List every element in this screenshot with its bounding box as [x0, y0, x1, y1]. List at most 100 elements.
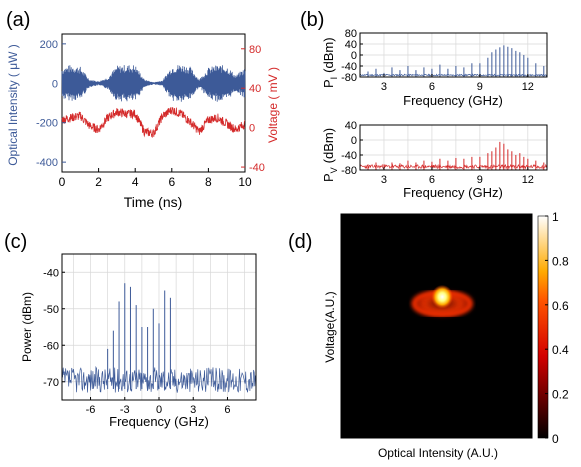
- panel-a-plot: [61, 65, 246, 138]
- panel-d: (d) 1 0.8 0.6 0.4 0.2 0 Optical Intensity (A.…: [288, 210, 569, 460]
- colorbar-ticks: 1 0.8 0.6 0.4 0.2 0: [545, 210, 569, 446]
- panel-d-x-label: Optical Intensity (A.U.): [378, 446, 498, 460]
- panel-a-y-label: Optical Intensity ( μW ): [6, 44, 20, 166]
- panel-b-top-plot: [359, 45, 548, 77]
- panel-a-x-ticks: 0 2 4 6 8 10: [59, 168, 252, 189]
- panel-b-bottom-x-tick-label: 6: [429, 174, 435, 186]
- panel-a-x-tick-label: 2: [95, 175, 102, 189]
- panel-a-x-tick-label: 10: [238, 175, 252, 189]
- panel-b-bottom-grid: [360, 124, 547, 171]
- panel-a: (a) 0 2 4 6 8 10 200 0 -200 -400 80 40 0 -40 Time (…: [6, 9, 280, 210]
- panel-c-x-tick-label: 6: [224, 404, 230, 416]
- panel-b-top-x-label: Frequency (GHz): [403, 93, 503, 108]
- panel-b-top-x-tick-label: 6: [429, 81, 435, 93]
- panel-a-x-tick-label: 8: [205, 175, 212, 189]
- panel-b-bottom-y-tick-label: 40: [345, 120, 357, 132]
- panel-b-bottom-y-tick-label: -80: [341, 165, 357, 177]
- panel-b-top-y-label-unit: (dBm): [321, 37, 336, 72]
- panel-b-bottom-y-label: PV (dBm): [321, 128, 339, 182]
- panel-c-x-tick-label: 0: [156, 404, 162, 416]
- colorbar-tick-label: 0: [552, 432, 559, 446]
- panel-c-y-tick-label: -70: [43, 377, 59, 389]
- panel-b-bottom-x-tick-label: 3: [381, 174, 387, 186]
- panel-b-bottom-noise-floor: [359, 163, 548, 170]
- panel-a-x-tick-label: 6: [168, 175, 175, 189]
- voltage-trace: [61, 106, 246, 138]
- panel-a-x-label: Time (ns): [124, 194, 183, 210]
- panel-b-bottom-y-tick-label: 0: [351, 135, 357, 147]
- panel-b-top-y-tick-label: -80: [341, 72, 357, 84]
- panel-b-bottom-y-tick-label: -40: [341, 150, 357, 162]
- panel-b-top-y-label-main: P: [321, 79, 336, 88]
- panel-d-label: (d): [288, 231, 312, 253]
- panel-b-top-y-tick-label: -40: [341, 61, 357, 73]
- panel-b-top-x-tick-label: 12: [522, 81, 534, 93]
- panel-a-frame: [61, 33, 246, 173]
- colorbar-tick-label: 0.8: [552, 254, 569, 268]
- panel-a-x-tick-label: 4: [132, 175, 139, 189]
- panel-b-bottom-y-ticks: 40 0 -40 -80: [341, 120, 363, 177]
- panel-a-y-tick-label: 200: [40, 39, 58, 51]
- panel-c-x-tick-label: -3: [120, 404, 130, 416]
- panel-b-label: (b): [300, 9, 324, 31]
- panel-b-top-y-tick-label: 40: [345, 39, 357, 51]
- panel-b-bottom: 3 6 9 12 40 0 -40 -80 Frequency (GHz) PV (dBm): [321, 120, 548, 200]
- panel-a-x-tick-label: 0: [59, 175, 66, 189]
- panel-c-y-tick-label: -50: [43, 304, 59, 316]
- heatmap-frame: [340, 213, 533, 439]
- panel-a-y-right-tick-label: -40: [249, 162, 265, 174]
- panel-a-label: (a): [6, 9, 30, 31]
- panel-b-bottom-x-ticks: 3 6 9 12: [381, 167, 534, 186]
- heatmap-peak: [431, 284, 454, 309]
- panel-a-y-tick-label: -200: [36, 118, 58, 130]
- svg-text:PV(dBm): PV (dBm): [321, 128, 339, 182]
- colorbar-tick-label: 0.2: [552, 388, 569, 402]
- panel-b-bottom-y-label-main: P: [321, 173, 336, 182]
- panel-b-top-x-tick-label: 9: [477, 81, 483, 93]
- colorbar-tick-label: 1: [552, 210, 559, 224]
- panel-a-y-right-tick-label: 0: [249, 123, 255, 135]
- panel-c-y-tick-label: -40: [43, 267, 59, 279]
- panel-c-label: (c): [4, 231, 27, 253]
- panel-b-top-y-label: PI (dBm): [321, 37, 339, 88]
- panel-b-top-y-label-sub: I: [329, 77, 339, 80]
- colorbar-tick-label: 0.4: [552, 343, 569, 357]
- panel-b-bottom-y-label-sub: V: [329, 167, 339, 173]
- panel-b-top-x-tick-label: 3: [381, 81, 387, 93]
- panel-b-top-y-tick-label: 0: [351, 50, 357, 62]
- panel-a-y-tick-label: -400: [36, 157, 58, 169]
- heatmap-background: [341, 214, 532, 438]
- panel-b-bottom-x-label: Frequency (GHz): [403, 185, 503, 200]
- panel-b-top-noise-floor: [359, 73, 548, 77]
- panel-c-y-ticks: -40 -50 -60 -70: [43, 267, 65, 389]
- panel-a-y-tick-label: 0: [52, 78, 58, 90]
- panel-b-bottom-y-label-unit: (dBm): [321, 128, 336, 163]
- svg-text:PI(dBm): PI (dBm): [321, 37, 339, 88]
- panel-c-y-label: Power (dBm): [20, 292, 34, 362]
- panel-c-x-tick-label: -6: [86, 404, 96, 416]
- panel-a-y-right-tick-label: 80: [249, 44, 261, 56]
- panel-b-top-x-ticks: 3 6 9 12: [381, 74, 534, 93]
- panel-b-top-y-tick-label: 80: [345, 28, 357, 40]
- panel-a-y-right-tick-label: 40: [249, 83, 261, 95]
- panel-b-bottom-plot: [359, 141, 548, 170]
- panel-b-top-grid: [360, 32, 547, 78]
- panel-a-y-label-right: Voltage ( mV ): [266, 67, 280, 143]
- panel-b-bottom-x-tick-label: 9: [477, 174, 483, 186]
- colorbar-tick-label: 0.6: [552, 299, 569, 313]
- panel-c-y-tick-label: -60: [43, 340, 59, 352]
- panel-c: (c) -6 -3 0 3 6 -40 -50 -60 -70 Frequency (GHz)…: [4, 231, 257, 429]
- panel-c-plot: [61, 283, 257, 393]
- colorbar: [537, 215, 549, 439]
- panel-c-x-ticks: -6 -3 0 3 6: [86, 397, 231, 416]
- panel-c-x-tick-label: 3: [190, 404, 196, 416]
- panel-b-bottom-frame: [359, 124, 548, 171]
- panel-a-y-ticks-right: 80 40 0 -40: [241, 44, 265, 174]
- panel-c-x-label: Frequency (GHz): [109, 414, 209, 429]
- panel-a-y-ticks: 200 0 -200 -400: [36, 39, 66, 169]
- panel-d-y-label: Voltage(A.U.): [323, 291, 337, 362]
- panel-b-bottom-x-tick-label: 12: [522, 174, 534, 186]
